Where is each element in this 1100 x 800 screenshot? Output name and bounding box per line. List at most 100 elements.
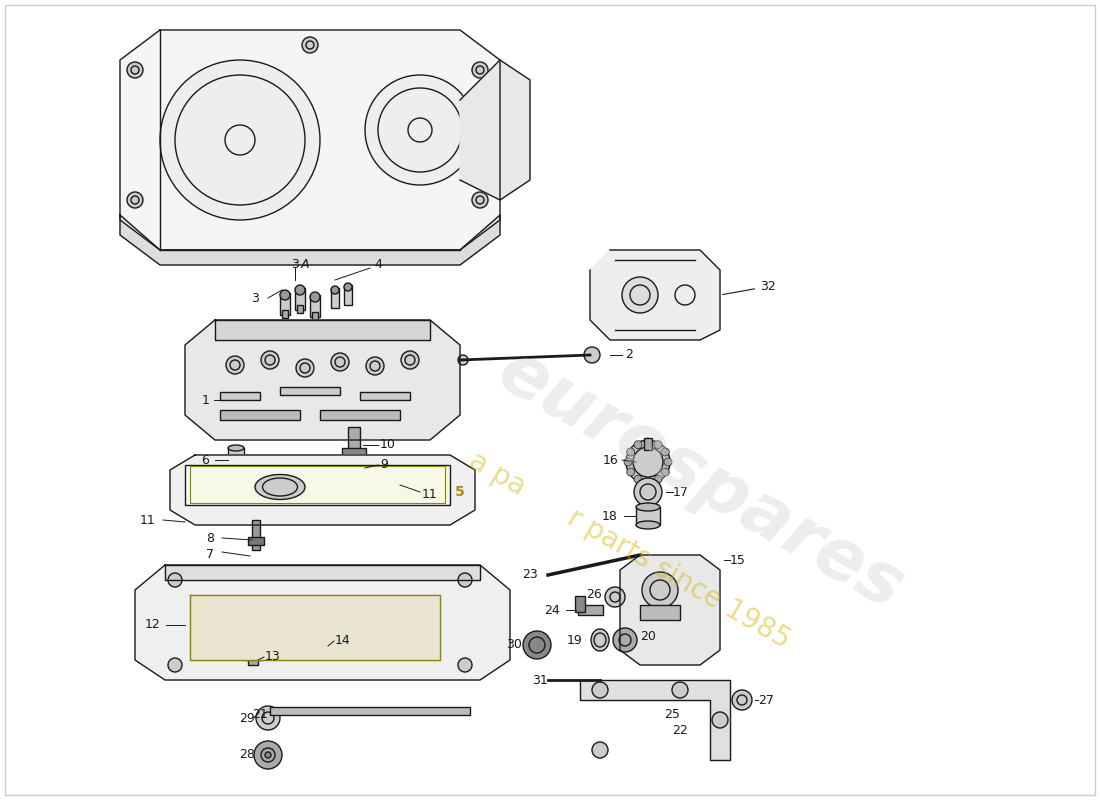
Text: 27: 27 [758, 694, 774, 706]
Polygon shape [185, 320, 460, 440]
Circle shape [254, 741, 282, 769]
Bar [248, 635, 258, 665]
Circle shape [295, 285, 305, 295]
Text: 2: 2 [625, 349, 632, 362]
Ellipse shape [270, 615, 350, 645]
Bar [243, 652, 263, 660]
Text: 21: 21 [252, 709, 268, 722]
Circle shape [605, 587, 625, 607]
Circle shape [168, 658, 182, 672]
Bar [270, 707, 470, 715]
Polygon shape [190, 595, 440, 660]
Text: a pa      r parts since 1985: a pa r parts since 1985 [464, 446, 795, 654]
Circle shape [672, 682, 688, 698]
Polygon shape [120, 215, 500, 265]
Ellipse shape [228, 467, 244, 473]
Bar [342, 448, 366, 458]
Text: 25: 25 [664, 709, 680, 722]
Circle shape [472, 192, 488, 208]
Bar [640, 605, 680, 620]
Text: 15: 15 [730, 554, 746, 566]
Bar [310, 295, 320, 317]
Bar [220, 392, 260, 400]
Text: eurospares: eurospares [485, 336, 915, 624]
Text: 28: 28 [239, 749, 255, 762]
Text: 8: 8 [206, 531, 214, 545]
Polygon shape [580, 680, 730, 760]
Bar [578, 605, 603, 615]
Circle shape [160, 60, 320, 220]
Circle shape [661, 448, 669, 456]
Circle shape [256, 706, 280, 730]
Circle shape [302, 636, 327, 660]
Text: 24: 24 [544, 603, 560, 617]
Text: 11: 11 [422, 489, 438, 502]
Text: 1: 1 [202, 394, 210, 406]
Circle shape [732, 690, 752, 710]
Circle shape [634, 478, 662, 506]
Bar [252, 520, 260, 550]
Text: 12: 12 [144, 618, 159, 631]
Circle shape [296, 359, 314, 377]
Bar [360, 392, 410, 400]
Circle shape [592, 682, 608, 698]
Circle shape [280, 290, 290, 300]
Text: 32: 32 [723, 280, 776, 294]
Text: 3: 3 [251, 291, 258, 305]
Circle shape [265, 752, 271, 758]
Ellipse shape [591, 629, 609, 651]
Ellipse shape [636, 521, 660, 529]
Bar [344, 285, 352, 305]
Bar [636, 507, 660, 525]
Text: 4: 4 [374, 258, 382, 271]
Circle shape [331, 286, 339, 294]
Circle shape [634, 441, 642, 449]
Polygon shape [165, 565, 480, 580]
Circle shape [644, 478, 652, 486]
Text: 5: 5 [455, 485, 465, 499]
Text: 22: 22 [672, 723, 688, 737]
Text: 17: 17 [673, 486, 689, 498]
Circle shape [621, 277, 658, 313]
Bar [190, 466, 446, 503]
Text: 16: 16 [603, 454, 618, 466]
Text: 23: 23 [522, 569, 538, 582]
Bar [575, 596, 585, 612]
Text: 20: 20 [640, 630, 656, 643]
Circle shape [458, 658, 472, 672]
Text: 18: 18 [602, 510, 618, 522]
Polygon shape [214, 320, 430, 340]
Text: 14: 14 [336, 634, 351, 646]
Circle shape [654, 441, 662, 449]
Text: 10: 10 [379, 438, 396, 451]
Circle shape [592, 742, 608, 758]
Polygon shape [170, 455, 475, 525]
Bar [280, 387, 340, 395]
Circle shape [644, 438, 652, 446]
Bar [282, 310, 288, 318]
Circle shape [302, 37, 318, 53]
Text: 31: 31 [532, 674, 548, 686]
Circle shape [472, 62, 488, 78]
Circle shape [642, 572, 678, 608]
Circle shape [365, 75, 475, 185]
Bar [185, 465, 450, 505]
Circle shape [458, 355, 468, 365]
Circle shape [168, 573, 182, 587]
Polygon shape [135, 565, 510, 680]
Bar [220, 410, 300, 420]
Bar [295, 288, 305, 310]
Text: 13: 13 [265, 650, 280, 663]
Bar [320, 410, 400, 420]
Bar [280, 293, 290, 315]
Bar [297, 305, 302, 313]
Polygon shape [120, 30, 500, 250]
Circle shape [458, 573, 472, 587]
Bar [228, 448, 244, 470]
Bar [312, 312, 318, 320]
Circle shape [331, 353, 349, 371]
Circle shape [634, 475, 642, 483]
Ellipse shape [228, 445, 244, 451]
Bar [348, 427, 360, 455]
Circle shape [126, 192, 143, 208]
